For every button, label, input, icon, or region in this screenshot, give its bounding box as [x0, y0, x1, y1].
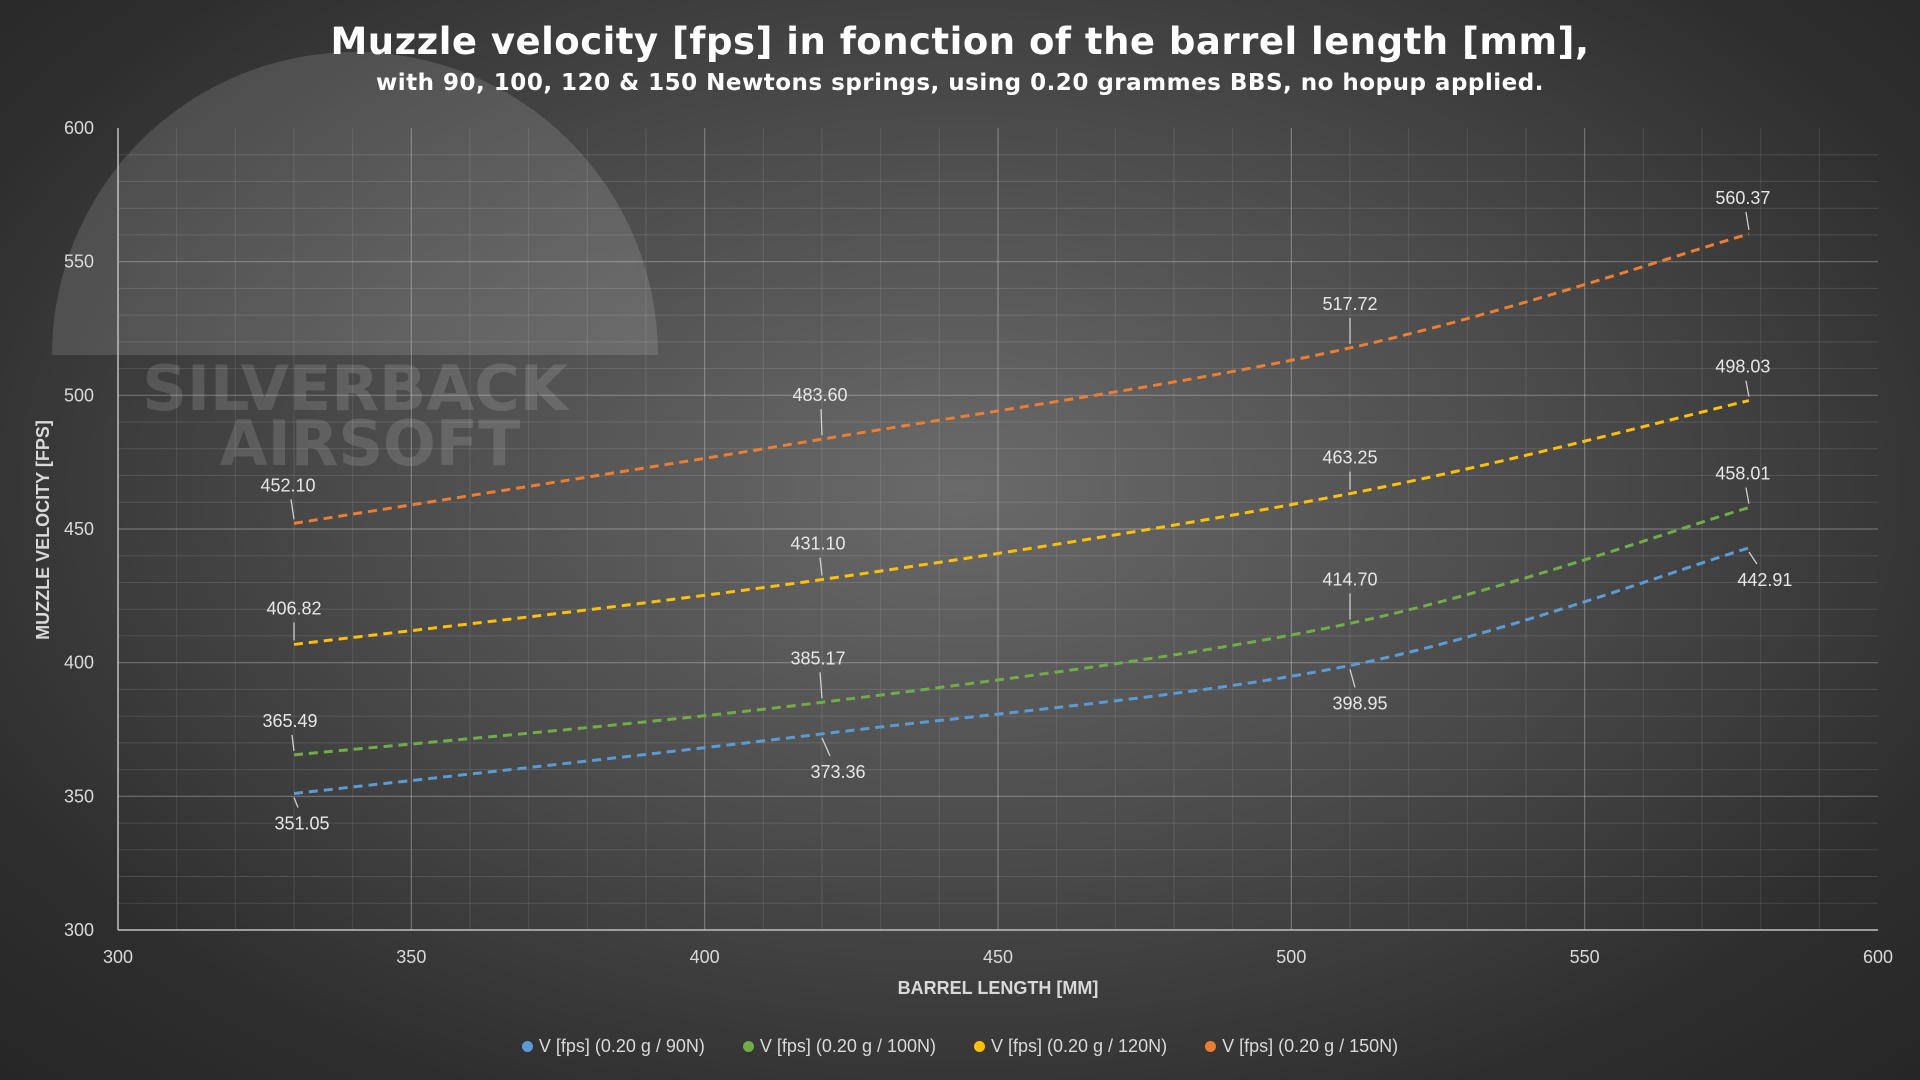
data-label: 373.36 — [810, 762, 865, 782]
legend: V [fps] (0.20 g / 90N) V [fps] (0.20 g / … — [0, 1036, 1920, 1057]
legend-item: V [fps] (0.20 g / 150N) — [1205, 1036, 1398, 1057]
y-tick-label: 350 — [64, 786, 94, 806]
series-lines — [293, 232, 1750, 796]
label-leader — [821, 737, 831, 757]
watermark-line1: SILVERBACK — [142, 352, 570, 425]
y-axis-title: MUZZLE VELOCITY [FPS] — [33, 420, 53, 640]
label-leader — [820, 409, 823, 436]
grid — [118, 128, 1878, 930]
y-tick-label: 500 — [64, 385, 94, 405]
data-label: 442.91 — [1737, 570, 1792, 590]
data-label: 385.17 — [790, 648, 845, 668]
data-label: 398.95 — [1332, 693, 1387, 713]
legend-marker — [521, 1041, 533, 1052]
data-label: 458.01 — [1715, 464, 1770, 484]
label-leader — [1748, 551, 1758, 565]
x-tick-label: 500 — [1276, 947, 1306, 967]
x-axis-title: BARREL LENGTH [MM] — [898, 978, 1099, 998]
legend-label: V [fps] (0.20 g / 100N) — [759, 1036, 936, 1056]
axes: 300 350 400 450 500 550 600 300 350 400 450 500 550 6… — [64, 118, 1893, 967]
y-tick-label: 600 — [64, 118, 94, 138]
label-leader — [1745, 487, 1750, 504]
legend-label: V [fps] (0.20 g / 120N) — [990, 1036, 1168, 1056]
watermark-line2: AIRSOFT — [220, 407, 521, 480]
data-labels: 351.05 373.36 398.95 442.91 365.49 385.17 414.… — [260, 188, 1792, 834]
x-tick-label: 300 — [103, 947, 133, 967]
data-label: 351.05 — [274, 814, 329, 834]
data-label: 406.82 — [266, 598, 321, 618]
data-label: 483.60 — [792, 385, 847, 405]
data-label: 517.72 — [1322, 294, 1377, 314]
label-leader — [1349, 669, 1356, 688]
data-label: 463.25 — [1322, 448, 1377, 468]
label-leader — [819, 557, 823, 576]
legend-item: V [fps] (0.20 g / 90N) — [521, 1036, 705, 1057]
legend-marker — [973, 1041, 985, 1052]
label-leader — [819, 672, 823, 699]
x-tick-label: 350 — [396, 947, 426, 967]
data-label: 452.10 — [260, 475, 315, 495]
x-tick-label: 550 — [1570, 947, 1600, 967]
series-line — [293, 399, 1750, 646]
data-label: 365.49 — [262, 711, 317, 731]
series-line — [293, 506, 1750, 757]
chart-title: Muzzle velocity [fps] in fonction of the… — [330, 20, 1590, 63]
label-leader — [1745, 211, 1750, 231]
x-tick-label: 600 — [1863, 947, 1893, 967]
legend-marker — [742, 1041, 754, 1052]
y-tick-label: 400 — [64, 653, 94, 673]
chart-subtitle: with 90, 100, 120 & 150 Newtons springs,… — [376, 70, 1544, 96]
watermark-shape — [52, 52, 658, 355]
data-label: 431.10 — [790, 534, 845, 554]
series-line — [293, 546, 1750, 796]
legend-marker — [1205, 1041, 1217, 1052]
legend-item: V [fps] (0.20 g / 120N) — [973, 1036, 1168, 1057]
y-tick-label: 550 — [64, 252, 94, 272]
legend-label: V [fps] (0.20 g / 90N) — [538, 1036, 705, 1056]
label-leader — [293, 797, 299, 808]
legend-item: V [fps] (0.20 g / 100N) — [742, 1036, 936, 1057]
x-tick-label: 400 — [690, 947, 720, 967]
label-leader — [291, 734, 295, 752]
y-tick-label: 300 — [64, 920, 94, 940]
label-leader — [290, 499, 295, 520]
y-tick-label: 450 — [64, 519, 94, 539]
data-label: 414.70 — [1322, 569, 1377, 589]
data-label: 560.37 — [1715, 188, 1770, 208]
watermark-logo: SILVERBACK AIRSOFT — [52, 52, 658, 480]
data-label: 498.03 — [1715, 357, 1770, 377]
label-leader — [1745, 380, 1750, 397]
legend-label: V [fps] (0.20 g / 150N) — [1222, 1036, 1399, 1056]
x-tick-label: 450 — [983, 947, 1013, 967]
